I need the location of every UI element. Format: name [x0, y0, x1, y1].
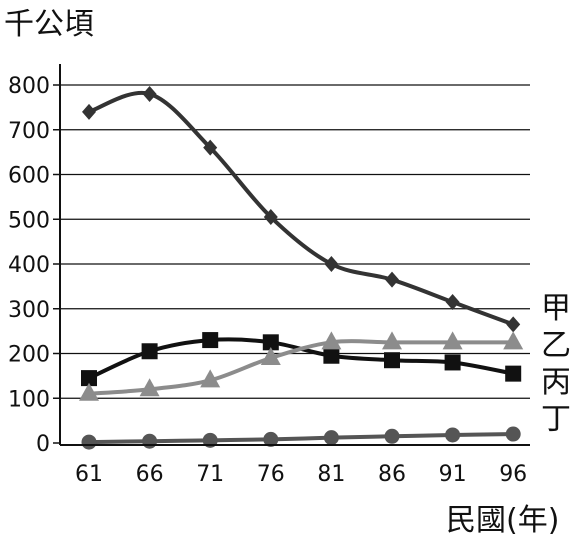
data-point-circle — [505, 426, 521, 442]
x-tick-label: 61 — [75, 462, 103, 487]
y-tick-labels: 0 100 200 300 400 500 600 700 800 — [8, 74, 50, 457]
x-tick-label: 66 — [136, 462, 164, 487]
legend-entry: 乙 — [541, 328, 571, 363]
x-tick-label: 71 — [196, 462, 224, 487]
data-point-triangle — [260, 346, 281, 365]
series-乙 — [81, 332, 522, 387]
y-tick-label: 100 — [8, 387, 50, 412]
data-point-diamond — [263, 209, 278, 226]
y-tick-label: 700 — [8, 119, 50, 144]
data-point-triangle — [382, 331, 402, 350]
y-tick-label: 400 — [8, 253, 50, 278]
legend-entry: 甲 — [541, 291, 571, 326]
series-丁 — [81, 426, 521, 450]
y-tick-label: 500 — [8, 208, 50, 233]
data-point-square — [444, 354, 461, 371]
gridlines — [53, 84, 530, 444]
y-tick-label: 800 — [8, 74, 50, 99]
data-point-circle — [384, 428, 400, 444]
y-tick-label: 600 — [8, 164, 50, 189]
data-point-square — [262, 334, 279, 351]
legend-entry: 丁 — [541, 402, 571, 437]
data-point-circle — [81, 434, 97, 450]
data-point-square — [323, 347, 340, 364]
data-point-triangle — [442, 331, 463, 350]
legend-entry: 丙 — [541, 365, 571, 400]
data-point-triangle — [503, 331, 524, 350]
x-tick-label: 81 — [317, 462, 345, 487]
series-line — [88, 339, 514, 396]
data-point-diamond — [324, 256, 339, 272]
data-point-diamond — [445, 294, 460, 311]
x-tick-label: 96 — [499, 462, 527, 487]
x-tick-labels: 61 66 71 76 81 86 91 96 — [75, 462, 527, 487]
series-丙 — [79, 331, 524, 401]
x-axis-label: 民國(年) — [446, 503, 559, 535]
y-tick-label: 200 — [8, 343, 50, 368]
y-axis-label: 千公頃 — [4, 7, 94, 42]
data-point-diamond — [506, 316, 521, 333]
data-point-circle — [323, 430, 339, 446]
series-甲 — [82, 85, 521, 333]
data-point-triangle — [79, 382, 99, 401]
data-point-diamond — [82, 103, 96, 120]
y-tick-label: 300 — [8, 298, 50, 323]
series-group — [79, 85, 524, 450]
data-point-triangle — [139, 378, 160, 397]
series-line — [88, 90, 514, 327]
data-point-circle — [445, 427, 461, 443]
data-point-square — [81, 370, 97, 387]
data-point-circle — [263, 431, 279, 447]
data-point-diamond — [142, 85, 157, 102]
y-tick-label: 0 — [36, 432, 50, 457]
data-point-diamond — [203, 139, 218, 156]
data-point-square — [141, 343, 158, 360]
data-point-square — [505, 365, 522, 382]
data-point-circle — [142, 433, 158, 449]
data-point-square — [384, 352, 400, 369]
data-point-diamond — [385, 271, 399, 288]
x-tick-label: 86 — [378, 462, 406, 487]
x-tick-label: 76 — [257, 462, 285, 487]
data-point-square — [202, 332, 219, 349]
data-point-triangle — [321, 331, 342, 350]
data-point-triangle — [200, 369, 221, 388]
x-tick-label: 91 — [439, 462, 467, 487]
